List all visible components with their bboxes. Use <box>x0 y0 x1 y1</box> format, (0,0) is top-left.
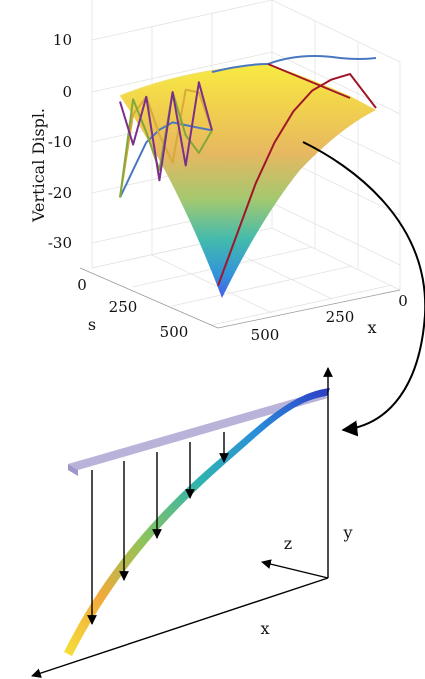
mode-line <box>211 55 377 73</box>
deflection-line <box>267 63 351 99</box>
z-tick-label: -30 <box>48 234 72 252</box>
load-arrows <box>87 432 229 625</box>
surface-plot: 10 0 -10 -20 -30 Vertical Displ. 0 250 5… <box>29 0 408 344</box>
surface-mesh <box>120 64 376 298</box>
axis-lines <box>79 267 401 329</box>
s-tick-label: 250 <box>109 298 138 316</box>
x-axis: 500 250 0 x <box>251 292 408 344</box>
x-tick-label: 250 <box>326 308 355 326</box>
reference-beam-side <box>68 464 78 476</box>
diagram-z-label: z <box>284 534 292 553</box>
s-tick-label: 500 <box>160 323 189 341</box>
s-tick-label: 0 <box>77 276 87 294</box>
diagram-y-label: y <box>342 523 352 542</box>
z-tick-label: -20 <box>48 184 72 202</box>
connector-arrow <box>302 141 425 437</box>
z-axis-arrow <box>261 559 329 579</box>
s-axis: 0 250 500 s <box>77 276 188 341</box>
mode-line <box>119 81 213 182</box>
reference-beam <box>68 392 328 470</box>
x-axis-arrow <box>31 577 329 678</box>
deflection-line <box>217 72 377 287</box>
beam-diagram: y z x <box>31 367 353 678</box>
s-axis-label: s <box>88 315 96 334</box>
z-axis-label: Vertical Displ. <box>29 108 48 223</box>
mode-shape-lines <box>119 55 377 287</box>
x-axis-label: x <box>367 318 376 337</box>
coordinate-axes: y z x <box>31 367 353 678</box>
z-tick-label: -10 <box>48 133 72 151</box>
z-tick-label: 0 <box>62 83 72 101</box>
z-axis: 10 0 -10 -20 -30 Vertical Displ. <box>29 31 72 252</box>
z-tick-label: 10 <box>53 31 72 49</box>
x-tick-label: 0 <box>398 292 408 310</box>
x-tick-label: 500 <box>251 326 280 344</box>
diagram-x-label: x <box>260 619 269 638</box>
